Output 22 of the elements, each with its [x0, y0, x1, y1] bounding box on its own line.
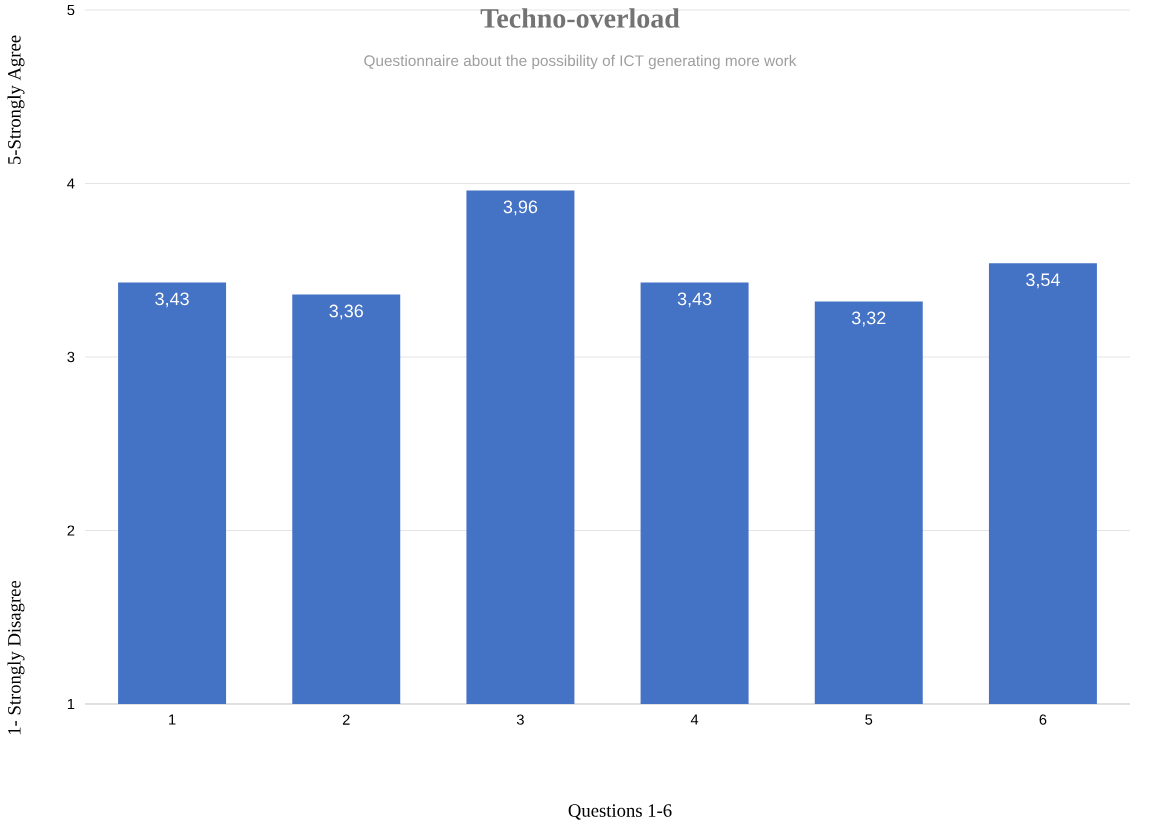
- data-label: 3,43: [677, 292, 712, 308]
- y-axis-title: 1- Strongly Disagree: [7, 580, 25, 735]
- x-tick-label: 4: [690, 714, 699, 725]
- data-label: 3,54: [1026, 273, 1060, 289]
- data-label: 3,32: [851, 311, 886, 327]
- x-tick-label: 2: [342, 714, 350, 725]
- chart-title: Techno-overload: [480, 8, 680, 28]
- x-tick-label: 1: [169, 714, 176, 725]
- y-tick-label: 2: [67, 525, 75, 536]
- data-label: 3,96: [503, 200, 538, 216]
- y-tick-label: 3: [67, 351, 75, 363]
- y-tick-label: 1: [67, 698, 75, 710]
- y-tick-label: 4: [67, 178, 75, 189]
- x-axis-title: Questions 1-6: [568, 804, 672, 820]
- x-tick-label: 6: [1039, 714, 1047, 725]
- x-tick-label: 5: [865, 714, 873, 725]
- text: Questionnaire about the possibility of ICT generating more work: [364, 54, 797, 70]
- x-tick-label: 3: [516, 714, 524, 725]
- data-label: 3,36: [329, 304, 363, 320]
- data-label: 3,43: [155, 292, 189, 308]
- text: 5-Strongly Agree: [7, 35, 25, 164]
- y-tick-label: 5: [67, 4, 75, 16]
